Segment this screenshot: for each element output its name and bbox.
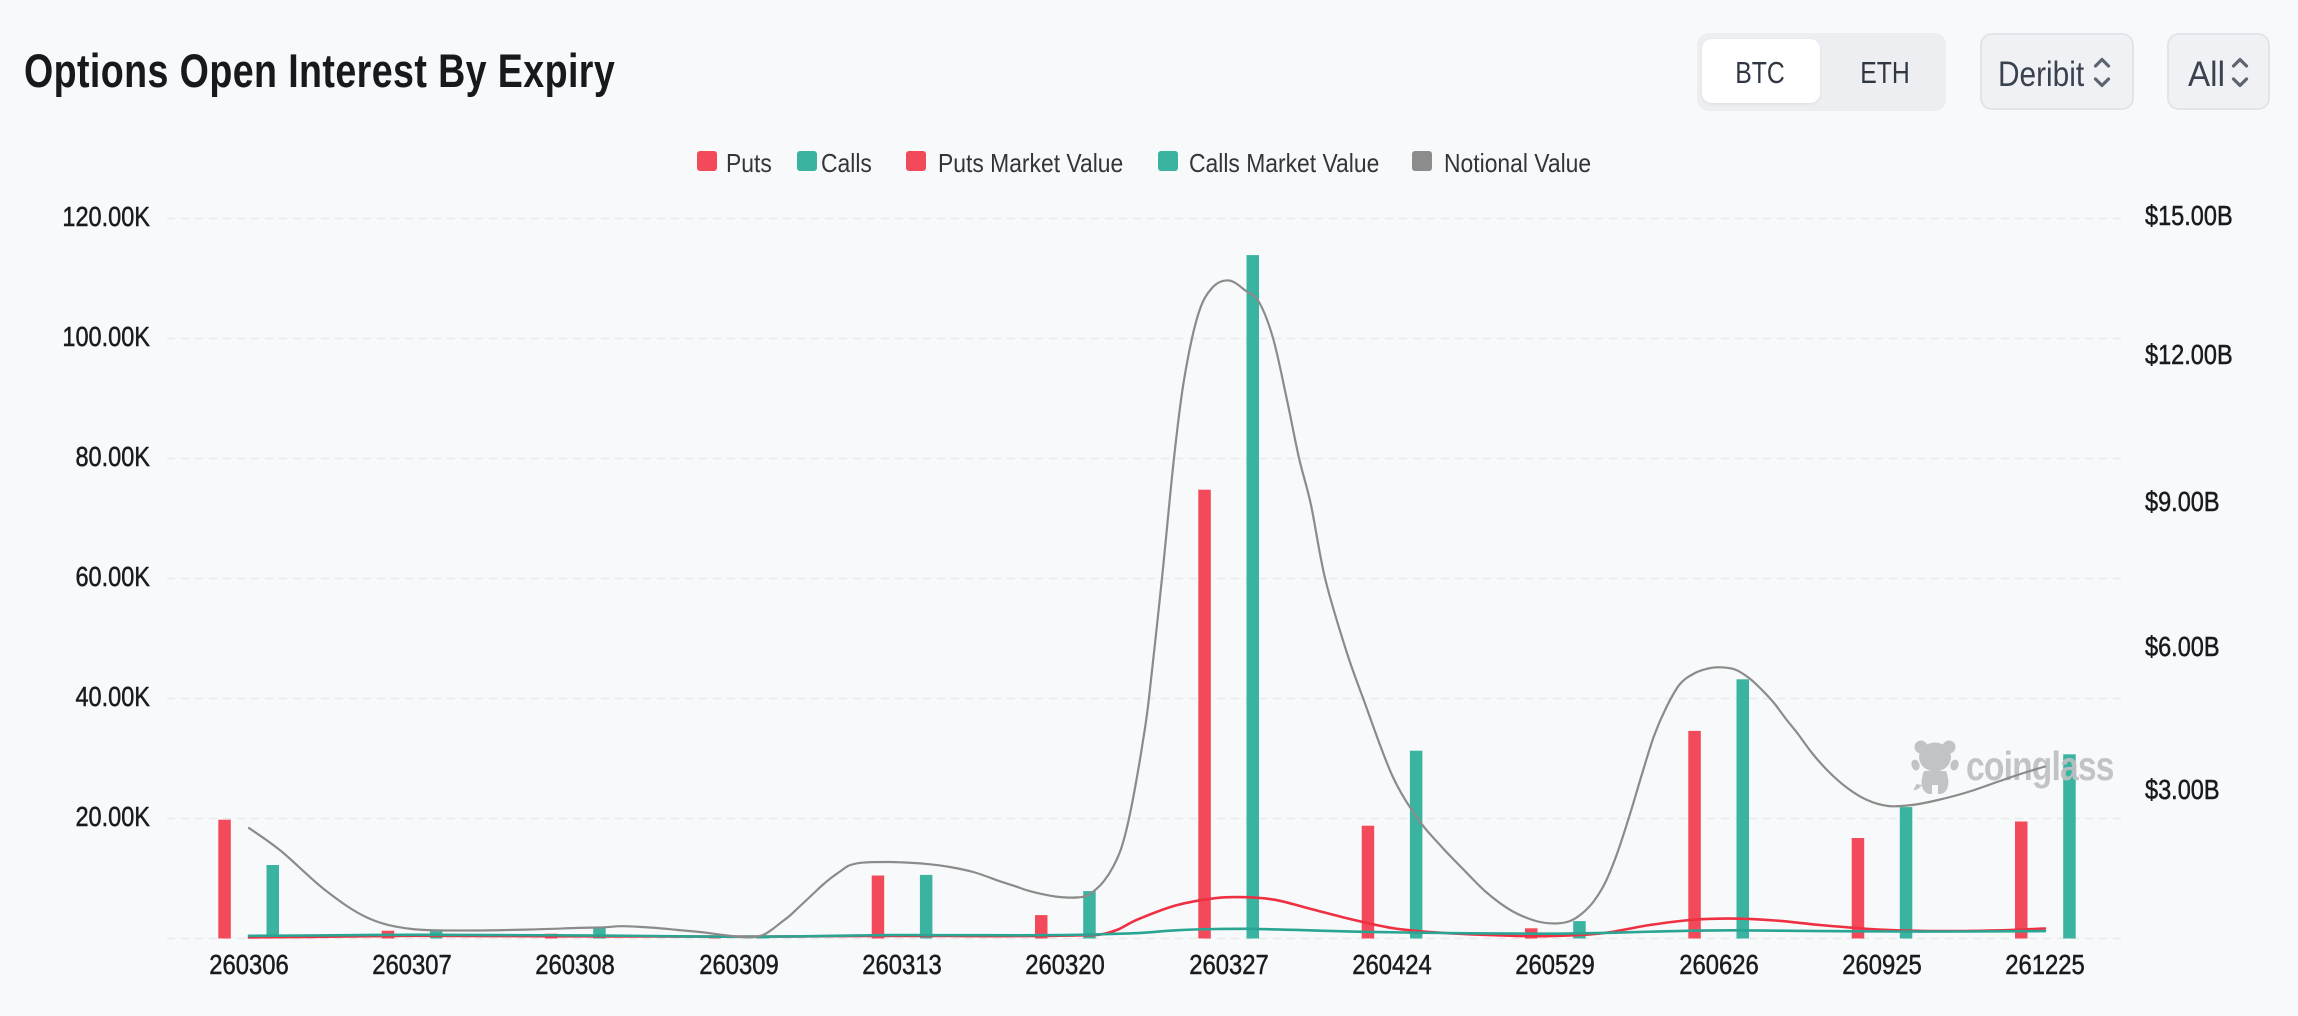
svg-text:coinglass: coinglass (1966, 743, 2114, 789)
